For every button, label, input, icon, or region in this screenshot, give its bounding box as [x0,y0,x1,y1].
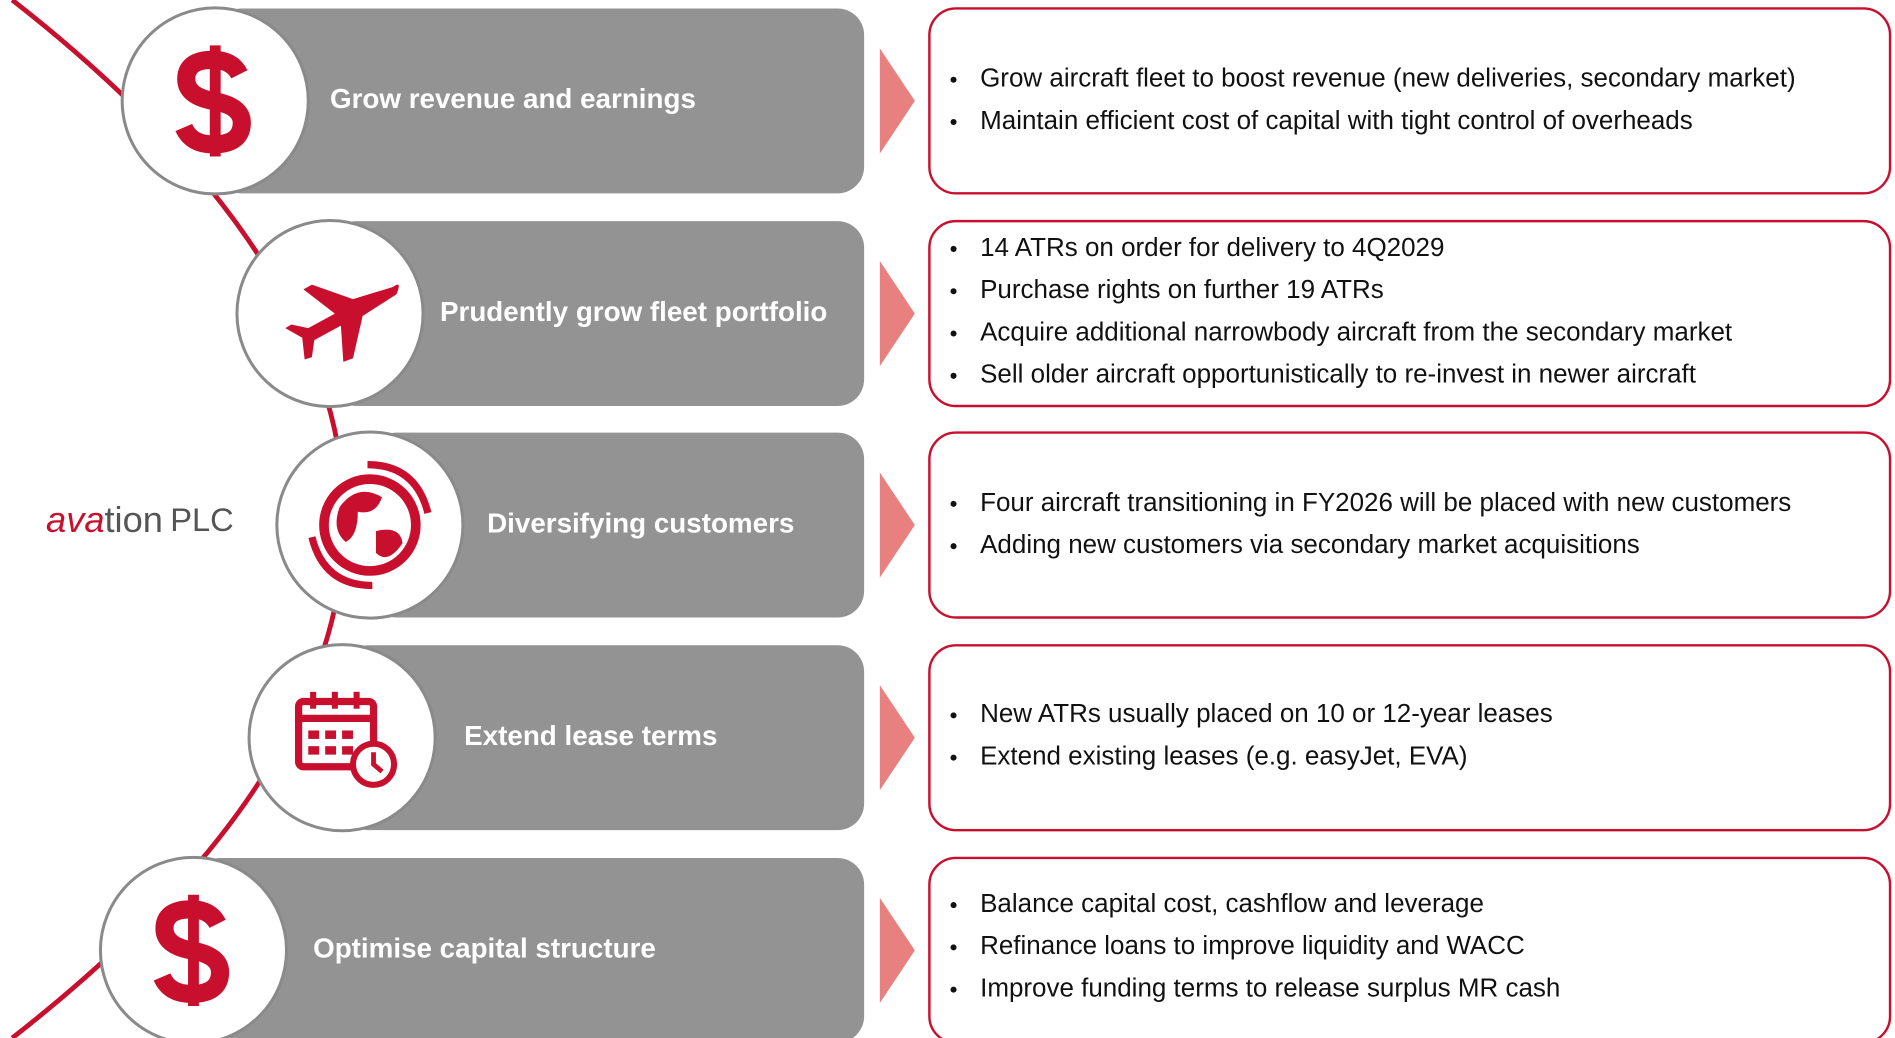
bullet-dot [950,500,957,507]
bullet-text: 14 ATRs on order for delivery to 4Q2029 [980,232,1444,262]
bullet-dot [950,245,957,252]
detail-box [928,7,1892,195]
logo-rest: tion [105,499,163,540]
clock-hand [371,752,384,774]
title-box [330,221,865,407]
bullet-dot [950,712,957,719]
calendar-cell [308,746,320,755]
row-title: Optimise capital structure [313,933,656,964]
bullet-text: Grow aircraft fleet to boost revenue (ne… [980,63,1795,93]
logo-red: ava [46,499,104,540]
detail-box [928,219,1892,408]
icon-circle [275,430,465,620]
row-title: Prudently grow fleet portfolio [440,296,827,327]
bullet-text: New ATRs usually placed on 10 or 12-year… [980,698,1553,728]
arrow [879,685,915,791]
calendar-cell [342,746,353,755]
bullet-dot [950,119,957,126]
logo-suffix: PLC [170,501,233,538]
bullet-dot [950,543,957,550]
bullet-text: Four aircraft transitioning in FY2026 wi… [980,487,1791,517]
bullet-dot [950,330,957,337]
plane-icon [285,284,399,362]
rows: Grow revenue and earnings Grow aircraft f… [98,6,1892,1038]
bullet-dot [950,372,957,379]
bullet-dot [950,902,957,909]
bullet-text: Refinance loans to improve liquidity and… [980,930,1525,960]
row: Prudently grow fleet portfolio 14 ATRs on… [235,219,1892,409]
bullet-dot [950,288,957,295]
title-box [369,432,865,618]
arrow [879,261,915,367]
row-title: Extend lease terms [464,720,717,751]
title-box [215,8,865,194]
arrow [879,472,915,578]
bullet-text: Sell older aircraft opportunistically to… [980,359,1697,389]
bullet-text: Acquire additional narrowbody aircraft f… [980,316,1733,346]
calendar-cell [325,730,337,739]
calendar-cell [325,746,337,755]
row: Diversifying customers Four aircraft tran… [275,430,1892,620]
calendar-cell [308,730,320,739]
bullet-dot [950,986,957,993]
row: Extend lease terms New ATRs usually place… [247,643,1892,833]
row: Grow revenue and earnings Grow aircraft f… [120,6,1892,196]
calendar-cell [342,730,353,739]
globe-arrow [308,460,432,590]
globe-icon [319,474,421,576]
detail-box [928,644,1892,832]
bullet-text: Purchase rights on further 19 ATRs [980,274,1384,304]
globe-land [336,491,403,558]
icon-circle [235,219,425,409]
bullet-text: Adding new customers via secondary marke… [980,529,1640,559]
logo: avation PLC [46,499,234,540]
row: Optimise capital structure Balance capita… [98,855,1892,1038]
bullet-dot [950,754,957,761]
bullet-text: Extend existing leases (e.g. easyJet, EV… [980,741,1467,771]
title-box [342,645,865,831]
arrow [879,897,915,1003]
detail-box [928,431,1892,619]
bullet-text: Improve funding terms to release surplus… [980,973,1560,1003]
bullet-text: Balance capital cost, cashflow and lever… [980,888,1484,918]
bullet-text: Maintain efficient cost of capital with … [980,105,1693,135]
row-title: Diversifying customers [487,507,794,538]
bullet-dot [950,76,957,83]
bullet-dot [950,944,957,951]
row-title: Grow revenue and earnings [330,83,696,114]
detail-box [928,856,1892,1038]
arrow [879,48,915,154]
title-box [193,857,865,1038]
